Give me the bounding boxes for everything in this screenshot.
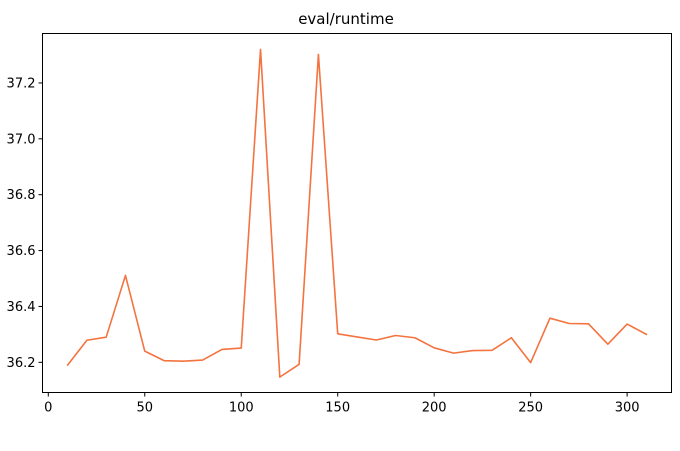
x-axis-ticks: 0 50 100 150 200 250 300 <box>44 392 640 416</box>
series-line-0 <box>66 48 648 378</box>
y-tick-label: 37.0 <box>7 132 36 147</box>
y-tick-label: 36.2 <box>7 356 36 371</box>
y-tick-label: 36.4 <box>7 300 36 315</box>
chart-title: eval/runtime <box>298 10 394 28</box>
x-tick-label: 0 <box>44 401 52 416</box>
y-axis-ticks: 36.2 36.4 36.6 36.8 37.0 37.2 <box>7 76 43 371</box>
x-tick-label: 300 <box>615 401 640 416</box>
x-tick-label: 50 <box>136 401 153 416</box>
y-tick-label: 36.8 <box>7 188 36 203</box>
y-tick-label: 36.6 <box>7 244 36 259</box>
x-tick-label: 100 <box>229 401 254 416</box>
y-tick-label: 37.2 <box>7 76 36 91</box>
series-layer <box>66 48 648 378</box>
x-tick-label: 250 <box>518 401 543 416</box>
plot-frame <box>42 33 672 393</box>
x-tick-label: 150 <box>325 401 350 416</box>
x-tick-label: 200 <box>422 401 447 416</box>
